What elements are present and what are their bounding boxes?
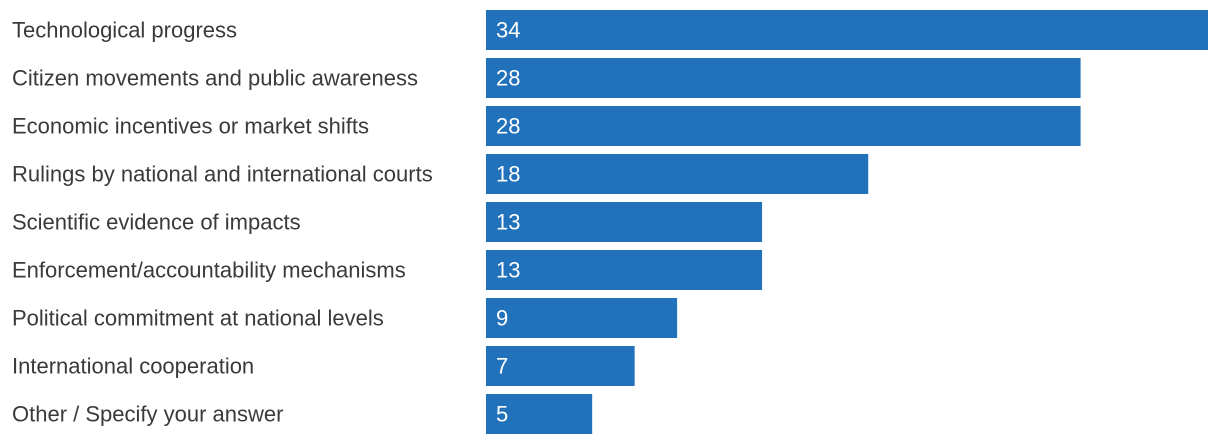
- bar: [486, 106, 1081, 146]
- value-label: 28: [496, 66, 520, 91]
- value-label: 9: [496, 306, 508, 331]
- bar: [486, 10, 1208, 50]
- bar: [486, 202, 763, 242]
- value-label: 5: [496, 402, 508, 427]
- value-label: 34: [496, 18, 520, 43]
- category-label: Political commitment at national levels: [12, 306, 384, 331]
- value-label: 18: [496, 162, 520, 187]
- value-label: 7: [496, 354, 508, 379]
- category-label: Citizen movements and public awareness: [12, 66, 418, 91]
- category-label: Technological progress: [12, 18, 237, 43]
- category-label: Other / Specify your answer: [12, 402, 283, 427]
- bar: [486, 58, 1081, 98]
- category-label: International cooperation: [12, 354, 254, 379]
- category-labels: Technological progress Citizen movements …: [12, 18, 433, 427]
- bar: [486, 394, 593, 434]
- bar: [486, 346, 635, 386]
- category-label: Enforcement/accountability mechanisms: [12, 258, 406, 283]
- category-label: Rulings by national and international co…: [12, 162, 433, 187]
- value-label: 28: [496, 114, 520, 139]
- value-label: 13: [496, 258, 520, 283]
- category-label: Scientific evidence of impacts: [12, 210, 301, 235]
- category-label: Economic incentives or market shifts: [12, 114, 369, 139]
- value-labels: 34 28 28 18 13 13 9 7 5: [496, 18, 520, 427]
- value-label: 13: [496, 210, 520, 235]
- bar: [486, 250, 763, 290]
- bar: [486, 154, 869, 194]
- bar: [486, 298, 678, 338]
- bars: [486, 10, 1208, 434]
